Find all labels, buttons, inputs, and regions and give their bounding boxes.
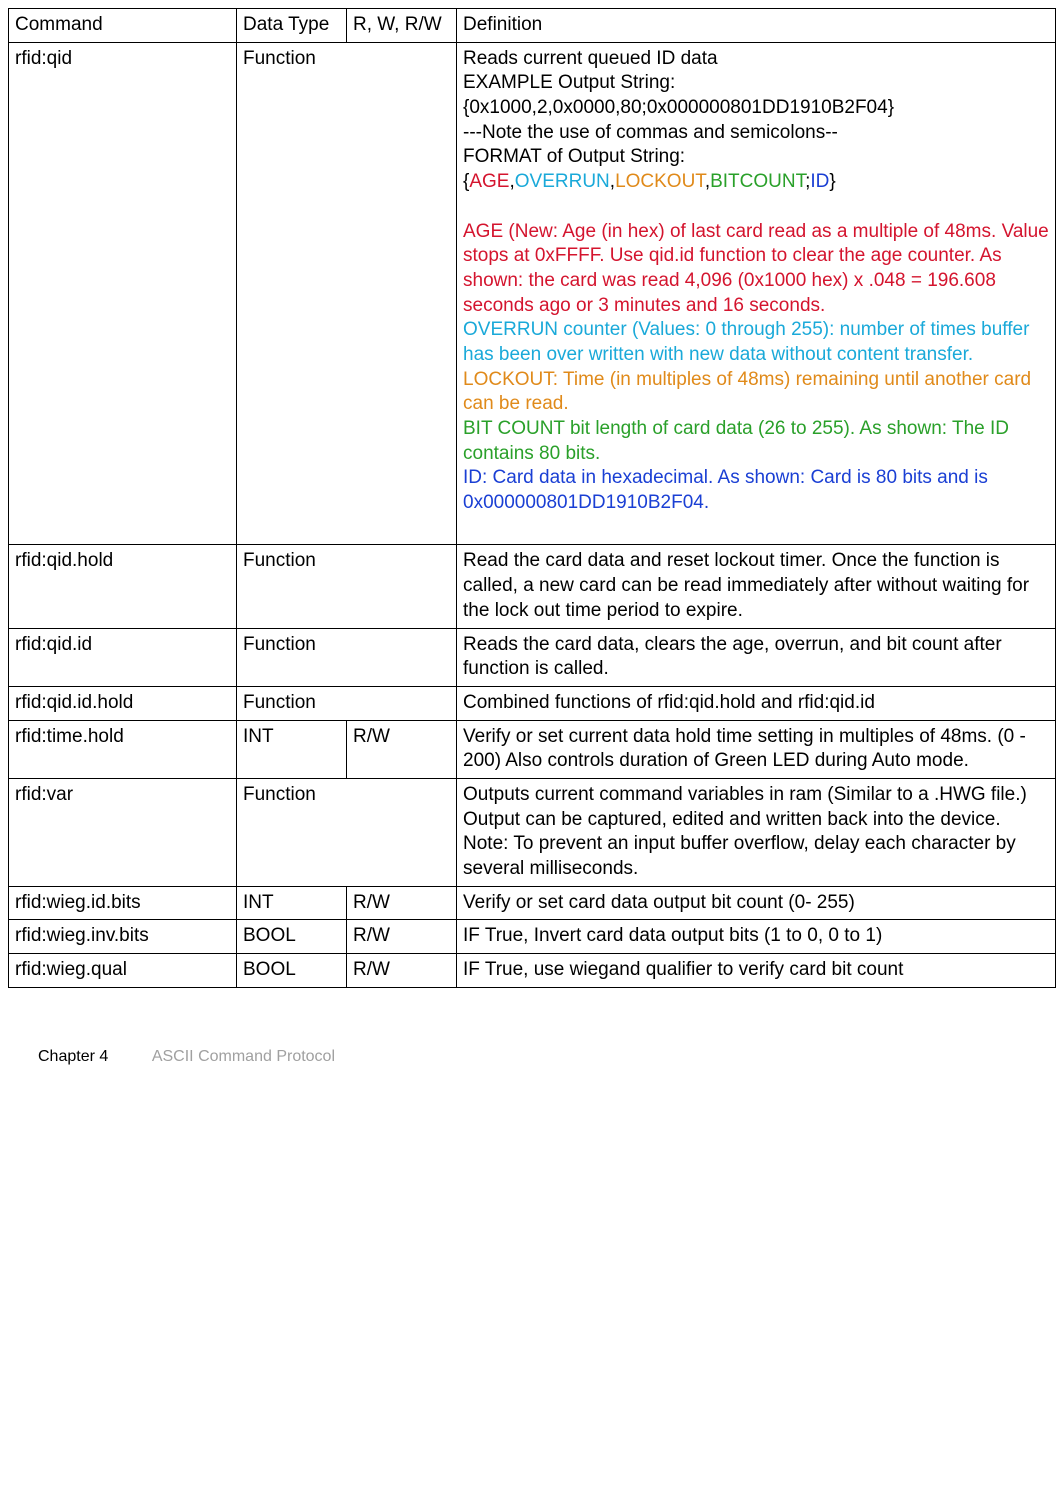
cell-definition: Verify or set card data output bit count…: [457, 886, 1056, 920]
qid-age-text: AGE (New: Age (in hex) of last card read…: [463, 221, 1049, 316]
cell-command: rfid:wieg.id.bits: [9, 886, 237, 920]
qid-id-text: ID: Card data in hexadecimal. As shown: …: [463, 467, 988, 513]
cell-rw: R/W: [347, 920, 457, 954]
cell-datatype: INT: [237, 720, 347, 778]
table-row: rfid:var Function Outputs current comman…: [9, 778, 1056, 886]
qid-bitcount-text: BIT COUNT bit length of card data (26 to…: [463, 418, 1009, 464]
table-row: rfid:qid.id Function Reads the card data…: [9, 628, 1056, 686]
qid-overrun-text: OVERRUN counter (Values: 0 through 255):…: [463, 319, 1029, 365]
table-row: rfid:qid.hold Function Read the card dat…: [9, 545, 1056, 628]
qid-line1: Reads current queued ID data: [463, 48, 718, 69]
cell-datatype: Function: [237, 545, 457, 628]
qid-line3: {0x1000,2,0x0000,80;0x000000801DD1910B2F…: [463, 97, 894, 118]
footer-title: ASCII Command Protocol: [152, 1048, 335, 1065]
qid-note: ---Note the use of commas and semicolons…: [463, 122, 838, 143]
table-row: rfid:wieg.inv.bits BOOL R/W IF True, Inv…: [9, 920, 1056, 954]
cell-datatype: BOOL: [237, 920, 347, 954]
cell-rw: R/W: [347, 954, 457, 988]
cell-datatype: INT: [237, 886, 347, 920]
cell-command: rfid:time.hold: [9, 720, 237, 778]
cell-definition: Reads current queued ID data EXAMPLE Out…: [457, 42, 1056, 545]
cell-datatype: Function: [237, 686, 457, 720]
header-definition: Definition: [457, 9, 1056, 43]
table-row: rfid:time.hold INT R/W Verify or set cur…: [9, 720, 1056, 778]
cell-datatype: Function: [237, 42, 457, 545]
page-footer: Chapter 4 ASCII Command Protocol: [8, 1048, 1056, 1066]
cell-datatype: Function: [237, 778, 457, 886]
command-table: Command Data Type R, W, R/W Definition r…: [8, 8, 1056, 988]
header-datatype: Data Type: [237, 9, 347, 43]
cell-definition: IF True, Invert card data output bits (1…: [457, 920, 1056, 954]
qid-format-label: FORMAT of Output String:: [463, 146, 685, 167]
fmt-bitcount: BITCOUNT: [710, 171, 805, 192]
cell-definition: Read the card data and reset lockout tim…: [457, 545, 1056, 628]
cell-command: rfid:qid.id.hold: [9, 686, 237, 720]
table-row: rfid:qid.id.hold Function Combined funct…: [9, 686, 1056, 720]
cell-command: rfid:var: [9, 778, 237, 886]
cell-command: rfid:qid.hold: [9, 545, 237, 628]
cell-definition: IF True, use wiegand qualifier to verify…: [457, 954, 1056, 988]
table-row: rfid:qid Function Reads current queued I…: [9, 42, 1056, 545]
footer-chapter: Chapter 4: [38, 1048, 108, 1065]
qid-lockout-text: LOCKOUT: Time (in multiples of 48ms) rem…: [463, 369, 1031, 415]
cell-rw: R/W: [347, 720, 457, 778]
table-row: rfid:wieg.qual BOOL R/W IF True, use wie…: [9, 954, 1056, 988]
cell-definition: Reads the card data, clears the age, ove…: [457, 628, 1056, 686]
cell-command: rfid:qid: [9, 42, 237, 545]
cell-command: rfid:wieg.qual: [9, 954, 237, 988]
cell-command: rfid:wieg.inv.bits: [9, 920, 237, 954]
cell-datatype: Function: [237, 628, 457, 686]
cell-rw: R/W: [347, 886, 457, 920]
qid-line2: EXAMPLE Output String:: [463, 72, 675, 93]
fmt-id: ID: [810, 171, 829, 192]
cell-definition: Outputs current command variables in ram…: [457, 778, 1056, 886]
table-row: rfid:wieg.id.bits INT R/W Verify or set …: [9, 886, 1056, 920]
cell-datatype: BOOL: [237, 954, 347, 988]
header-command: Command: [9, 9, 237, 43]
cell-definition: Combined functions of rfid:qid.hold and …: [457, 686, 1056, 720]
header-rw: R, W, R/W: [347, 9, 457, 43]
fmt-overrun: OVERRUN: [515, 171, 610, 192]
cell-command: rfid:qid.id: [9, 628, 237, 686]
fmt-close: }: [829, 171, 835, 192]
fmt-lockout: LOCKOUT: [615, 171, 705, 192]
fmt-age: AGE: [469, 171, 509, 192]
header-row: Command Data Type R, W, R/W Definition: [9, 9, 1056, 43]
cell-definition: Verify or set current data hold time set…: [457, 720, 1056, 778]
